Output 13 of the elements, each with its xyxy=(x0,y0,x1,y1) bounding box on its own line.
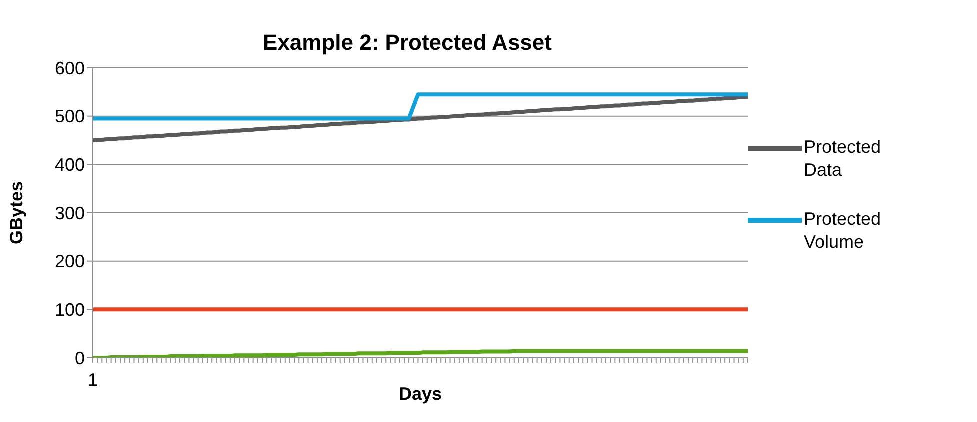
legend-label: Protected Volume xyxy=(804,208,882,254)
y-tick-label: 0 xyxy=(74,348,85,368)
y-tick-label: 100 xyxy=(54,300,85,320)
y-axis-title: GBytes xyxy=(6,181,26,245)
chart-title: Example 2: Protected Asset xyxy=(262,30,553,56)
y-tick-label: 600 xyxy=(54,58,85,78)
y-tick-label: 500 xyxy=(54,106,85,127)
y-tick-label: 400 xyxy=(54,155,85,176)
legend-label: Protected Data xyxy=(804,136,882,182)
x-tick-label: 1 xyxy=(88,370,98,390)
x-axis-title: Days xyxy=(398,384,442,404)
y-tick-label: 200 xyxy=(54,252,85,272)
y-tick-label: 300 xyxy=(54,203,85,224)
